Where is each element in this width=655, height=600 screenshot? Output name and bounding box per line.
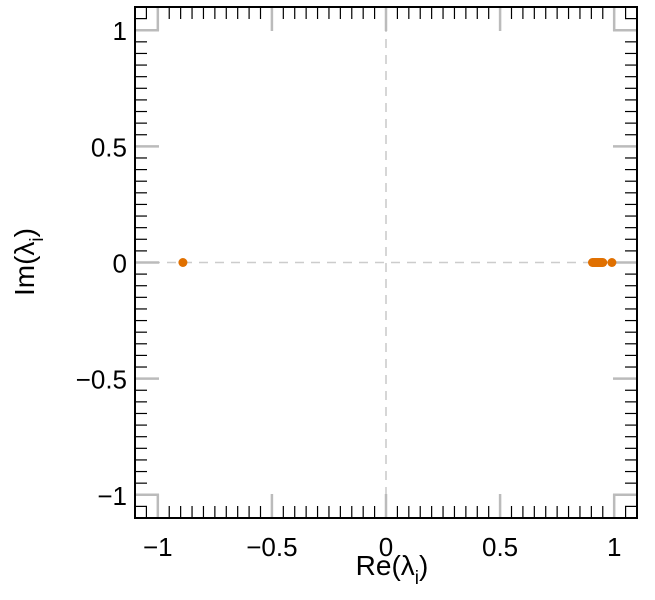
y-tick-label: −0.5 — [76, 365, 127, 395]
y-tick-label: 1 — [113, 16, 127, 46]
x-tick-label: −0.5 — [246, 532, 297, 562]
eigenvalue-point — [607, 258, 617, 267]
x-tick-label: −1 — [143, 532, 173, 562]
tick-labels: −1 −0.5 0 0.5 1 −1 −0.5 0 0.5 1 — [76, 16, 622, 562]
eigenvalue-point — [598, 258, 608, 267]
y-tick-label: −1 — [97, 481, 127, 511]
y-tick-label: 0.5 — [91, 132, 127, 162]
x-tick-label: 1 — [607, 532, 621, 562]
x-tick-label: 0 — [379, 532, 393, 562]
data-points — [178, 258, 617, 267]
plot-frame — [134, 6, 638, 519]
reference-lines — [135, 7, 637, 518]
x-axis-title: Re(λi) — [356, 550, 429, 589]
eigenvalue-point — [178, 258, 188, 267]
y-tick-label: 0 — [113, 249, 127, 279]
y-axis-title: Im(λi) — [9, 228, 48, 296]
x-tick-label: 0.5 — [482, 532, 518, 562]
